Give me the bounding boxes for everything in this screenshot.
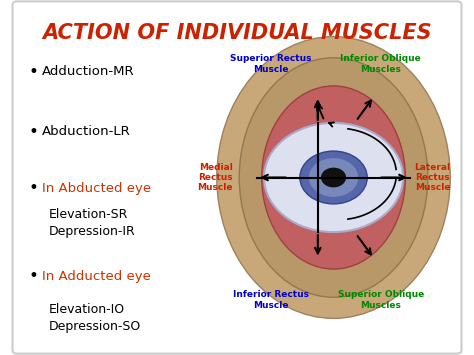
Circle shape (309, 158, 358, 197)
Text: •: • (28, 267, 38, 285)
Text: •: • (28, 179, 38, 197)
Circle shape (321, 168, 346, 187)
FancyBboxPatch shape (12, 1, 462, 354)
Text: In Abducted eye: In Abducted eye (42, 181, 151, 195)
Ellipse shape (239, 58, 428, 297)
Ellipse shape (217, 37, 450, 318)
Text: Elevation-IO
Depression-SO: Elevation-IO Depression-SO (48, 304, 141, 333)
Text: Adduction-MR: Adduction-MR (42, 65, 134, 78)
Text: Medial
Rectus
Muscle: Medial Rectus Muscle (197, 163, 233, 192)
Text: Lateral
Rectus
Muscle: Lateral Rectus Muscle (414, 163, 450, 192)
Circle shape (300, 151, 367, 204)
Text: Elevation-SR
Depression-IR: Elevation-SR Depression-IR (48, 208, 135, 238)
Text: •: • (28, 123, 38, 141)
Circle shape (264, 123, 403, 232)
Text: •: • (28, 63, 38, 81)
Text: Inferior Rectus
Muscle: Inferior Rectus Muscle (233, 290, 309, 310)
Text: ACTION OF INDIVIDUAL MUSCLES: ACTION OF INDIVIDUAL MUSCLES (42, 22, 432, 43)
Text: Inferior Oblique
Muscles: Inferior Oblique Muscles (340, 54, 421, 73)
Text: In Adducted eye: In Adducted eye (42, 269, 151, 283)
Text: Superior Oblique
Muscles: Superior Oblique Muscles (337, 290, 424, 310)
Text: Superior Rectus
Muscle: Superior Rectus Muscle (230, 54, 311, 73)
Ellipse shape (262, 86, 405, 269)
Text: Abduction-LR: Abduction-LR (42, 125, 130, 138)
